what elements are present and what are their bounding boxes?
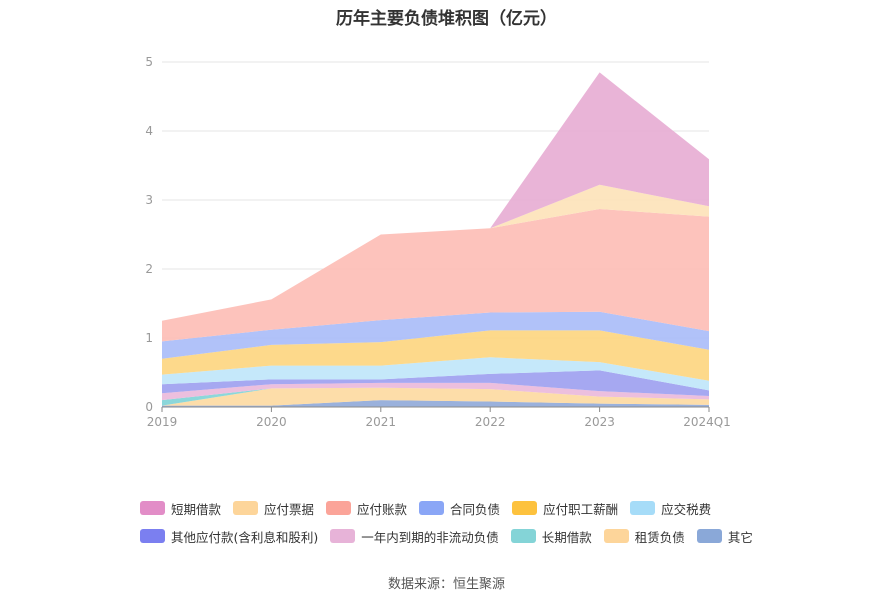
- x-tick-label: 2021: [366, 415, 397, 429]
- legend-label: 其他应付款(含利息和股利): [171, 529, 319, 545]
- area-1: [162, 387, 709, 406]
- legend-label: 短期借款: [171, 501, 222, 517]
- legend-swatch: [419, 501, 445, 515]
- legend-swatch: [140, 529, 165, 543]
- x-tick-label: 2020: [256, 415, 287, 429]
- legend-swatch: [233, 501, 259, 515]
- legend-item[interactable]: 长期借款: [510, 527, 592, 546]
- legend-label: 应交税费: [661, 501, 712, 517]
- legend-swatch: [330, 529, 356, 543]
- area-3: [162, 382, 709, 401]
- legend-swatch: [603, 529, 629, 543]
- legend-item[interactable]: 应付票据: [233, 499, 314, 518]
- legend-item[interactable]: 应付账款: [326, 499, 407, 518]
- legend-row: 其他应付款(含利息和股利) 一年内到期的非流动负债 长期借款 租赁负债 其它: [140, 522, 800, 550]
- area-5: [162, 357, 709, 391]
- y-tick-label: 4: [145, 124, 153, 138]
- legend-label: 应付职工薪酬: [543, 501, 619, 517]
- legend-item[interactable]: 短期借款: [140, 499, 221, 518]
- area-9: [162, 184, 709, 321]
- legend-swatch: [510, 529, 536, 543]
- area-7: [162, 311, 709, 359]
- legend: 短期借款 应付票据 应付账款 合同负债 应付职工薪酬 应交税费其他应付款(含利息和股利) 一…: [140, 494, 800, 550]
- data-source: 数据来源：恒生聚源: [387, 577, 505, 592]
- legend-row: 短期借款 应付票据 应付账款 合同负债 应付职工薪酬 应交税费: [140, 494, 800, 522]
- legend-swatch: [630, 501, 656, 515]
- legend-label: 长期借款: [541, 529, 592, 545]
- legend-label: 一年内到期的非流动负债: [361, 529, 499, 545]
- area-4: [162, 370, 709, 396]
- area-series: [162, 72, 709, 407]
- legend-swatch: [140, 501, 165, 515]
- legend-item[interactable]: 租赁负债: [603, 527, 685, 546]
- x-axis: 2019 2020 2021 2022 2023 2024Q1: [147, 406, 731, 429]
- legend-item[interactable]: 其他应付款(含利息和股利): [140, 527, 318, 546]
- legend-item[interactable]: 一年内到期的非流动负债: [330, 527, 499, 546]
- y-tick-label: 5: [145, 55, 153, 69]
- y-axis: 0 1 2 3 4 5: [145, 55, 153, 414]
- x-tick-label: 2023: [584, 415, 615, 429]
- legend-label: 应付票据: [264, 501, 315, 517]
- legend-label: 租赁负债: [634, 529, 685, 545]
- legend-label: 合同负债: [450, 501, 501, 517]
- y-tick-label: 3: [145, 193, 153, 207]
- y-tick-label: 2: [145, 262, 153, 276]
- legend-item[interactable]: 其它: [696, 527, 753, 546]
- chart-title: 历年主要负债堆积图（亿元）: [336, 9, 557, 29]
- area-10: [162, 72, 709, 321]
- legend-item[interactable]: 应交税费: [630, 499, 711, 518]
- legend-swatch: [696, 529, 722, 543]
- legend-item[interactable]: 应付职工薪酬: [512, 499, 618, 518]
- y-tick-label: 1: [145, 331, 153, 345]
- x-tick-label: 2019: [147, 415, 178, 429]
- legend-label: 其它: [727, 529, 753, 545]
- y-tick-label: 0: [145, 400, 153, 414]
- area-0: [162, 400, 709, 407]
- legend-swatch: [512, 501, 538, 515]
- legend-item[interactable]: 合同负债: [419, 499, 500, 518]
- x-tick-label: 2024Q1: [683, 415, 731, 429]
- area-8: [162, 209, 709, 342]
- x-tick-label: 2022: [475, 415, 506, 429]
- area-6: [162, 330, 709, 381]
- legend-swatch: [326, 501, 352, 515]
- legend-label: 应付账款: [357, 501, 408, 517]
